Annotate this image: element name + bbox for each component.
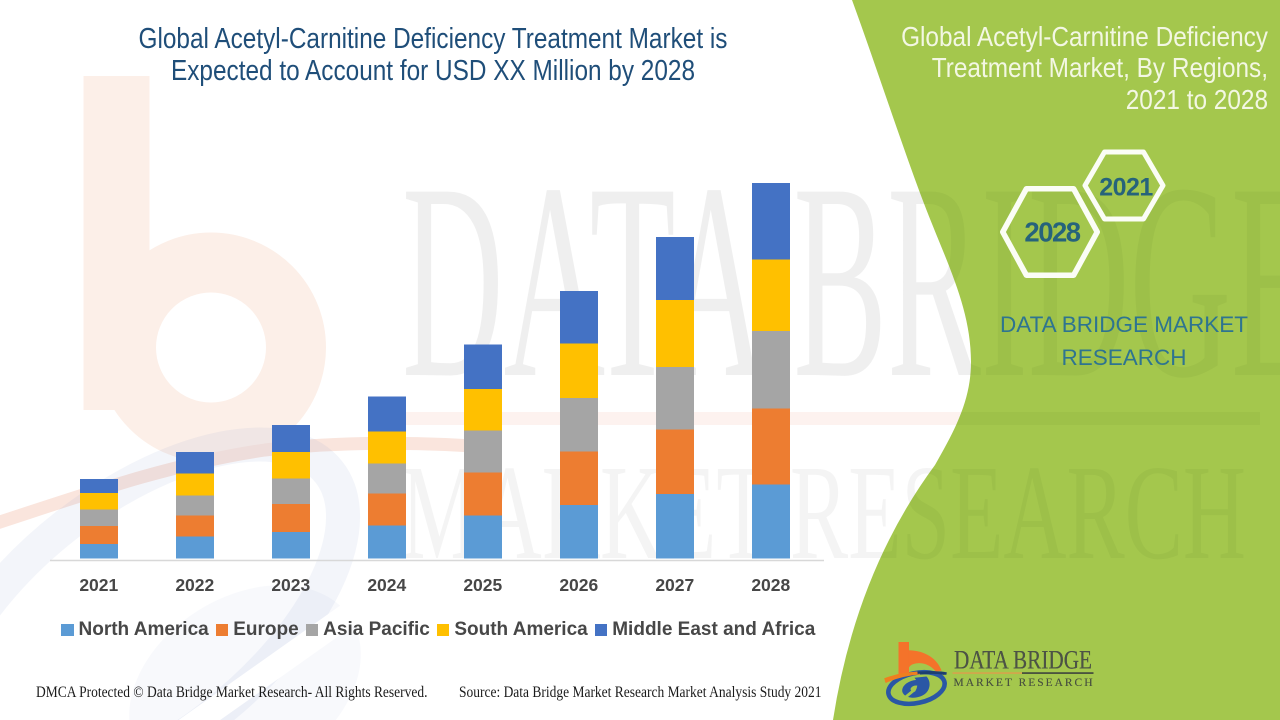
svg-text:DATA BRIDGE: DATA BRIDGE <box>954 646 1092 675</box>
svg-text:MARKET RESEARCH: MARKET RESEARCH <box>954 677 1093 689</box>
svg-text:DATA BRIDGE: DATA BRIDGE <box>954 646 1092 675</box>
svg-text:2021: 2021 <box>1099 174 1153 202</box>
svg-text:MARKET RESEARCH: MARKET RESEARCH <box>954 677 1093 689</box>
svg-text:2028: 2028 <box>1024 217 1080 248</box>
